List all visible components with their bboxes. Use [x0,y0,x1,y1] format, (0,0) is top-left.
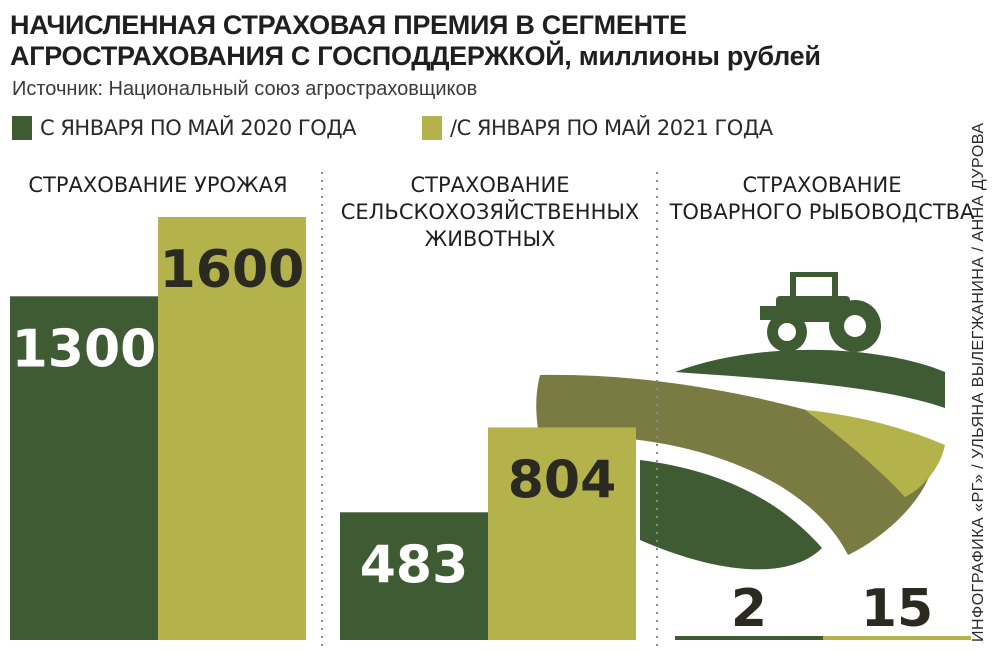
category-title-1-line-0: СТРАХОВАНИЕ [411,173,570,197]
chart-source: Источник: Национальный союз агростраховщ… [12,78,478,100]
tractor-icon [760,272,881,352]
category-title-2-line-1: ТОВАРНОГО РЫБОВОДСТВА [669,200,975,224]
category-title-1-line-2: ЖИВОТНЫХ [425,227,556,251]
bar-1-series-0 [340,512,488,640]
legend-swatch-2021 [422,116,442,140]
bar-2-series-0 [675,636,823,640]
bar-1-series-1 [488,427,636,640]
category-titles: СТРАХОВАНИЕ УРОЖАЯ СТРАХОВАНИЕСЕЛЬСКОХОЗЯ… [28,173,975,251]
title-line-1: НАЧИСЛЕННАЯ СТРАХОВАЯ ПРЕМИЯ В СЕГМЕНТЕ [10,10,687,40]
legend-item-2020: С ЯНВАРЯ ПО МАЙ 2020 ГОДА [12,116,357,140]
bar-label-0-series-1: 1600 [160,240,305,300]
legend-swatch-2020 [12,116,32,140]
legend: С ЯНВАРЯ ПО МАЙ 2020 ГОДА /С ЯНВАРЯ ПО М… [12,116,912,146]
legend-label-2020: С ЯНВАРЯ ПО МАЙ 2020 ГОДА [40,116,357,140]
bar-label-2-series-1: 15 [861,579,933,639]
category-title-1-line-1: СЕЛЬСКОХОЗЯЙСТВЕННЫХ [341,199,640,224]
title-line-2-text: АГРОСТРАХОВАНИЯ С ГОСПОДДЕРЖКОЙ, [10,41,572,71]
field-stripe-dark [640,460,822,570]
field-illustration [536,349,945,570]
field-stripe-top [675,349,945,408]
bar-label-1-series-1: 804 [508,450,617,510]
legend-item-2021: /С ЯНВАРЯ ПО МАЙ 2021 ГОДА [422,116,773,140]
field-stripe-light [805,410,945,497]
bar-label-0-series-0: 1300 [12,319,157,379]
title-line-2: АГРОСТРАХОВАНИЯ С ГОСПОДДЕРЖКОЙ, миллион… [10,41,940,72]
chart-title: НАЧИСЛЕННАЯ СТРАХОВАЯ ПРЕМИЯ В СЕГМЕНТЕ … [10,10,940,72]
legend-label-2021: /С ЯНВАРЯ ПО МАЙ 2021 ГОДА [450,116,773,140]
bar-2-series-1 [823,636,971,640]
bar-label-2-series-0: 2 [731,579,767,639]
bar-0-series-0 [10,296,158,640]
bar-0-series-1 [158,217,306,640]
category-title-2-line-0: СТРАХОВАНИЕ [743,173,902,197]
category-title-0-line-0: СТРАХОВАНИЕ УРОЖАЯ [28,173,287,197]
title-unit: миллионы рублей [578,41,821,71]
bar-label-1-series-0: 483 [360,535,469,595]
